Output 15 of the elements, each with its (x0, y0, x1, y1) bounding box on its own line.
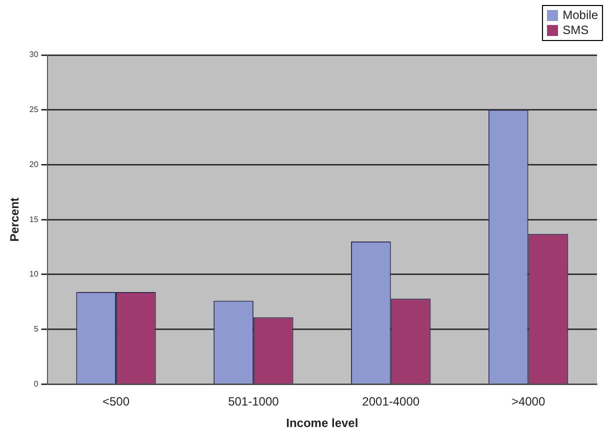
x-tick-label: 2001-4000 (362, 394, 420, 409)
y-tick-label: 30 (29, 50, 39, 60)
y-tick-label: 0 (34, 379, 39, 388)
x-tick-label: <500 (102, 394, 130, 409)
x-axis-title: Income level (286, 416, 358, 430)
legend-label: SMS (562, 23, 589, 38)
x-tick-label: 501-1000 (228, 394, 280, 409)
y-tick-label: 20 (29, 160, 39, 169)
legend-label: Mobile (562, 8, 598, 23)
y-tick-label: 15 (29, 214, 39, 224)
x-tick-label: >4000 (511, 394, 546, 409)
y-tick-label: 5 (34, 324, 39, 334)
y-tick-label: 10 (29, 270, 39, 279)
y-axis-title: Percent (8, 198, 22, 242)
y-tick-label: 25 (29, 105, 39, 114)
